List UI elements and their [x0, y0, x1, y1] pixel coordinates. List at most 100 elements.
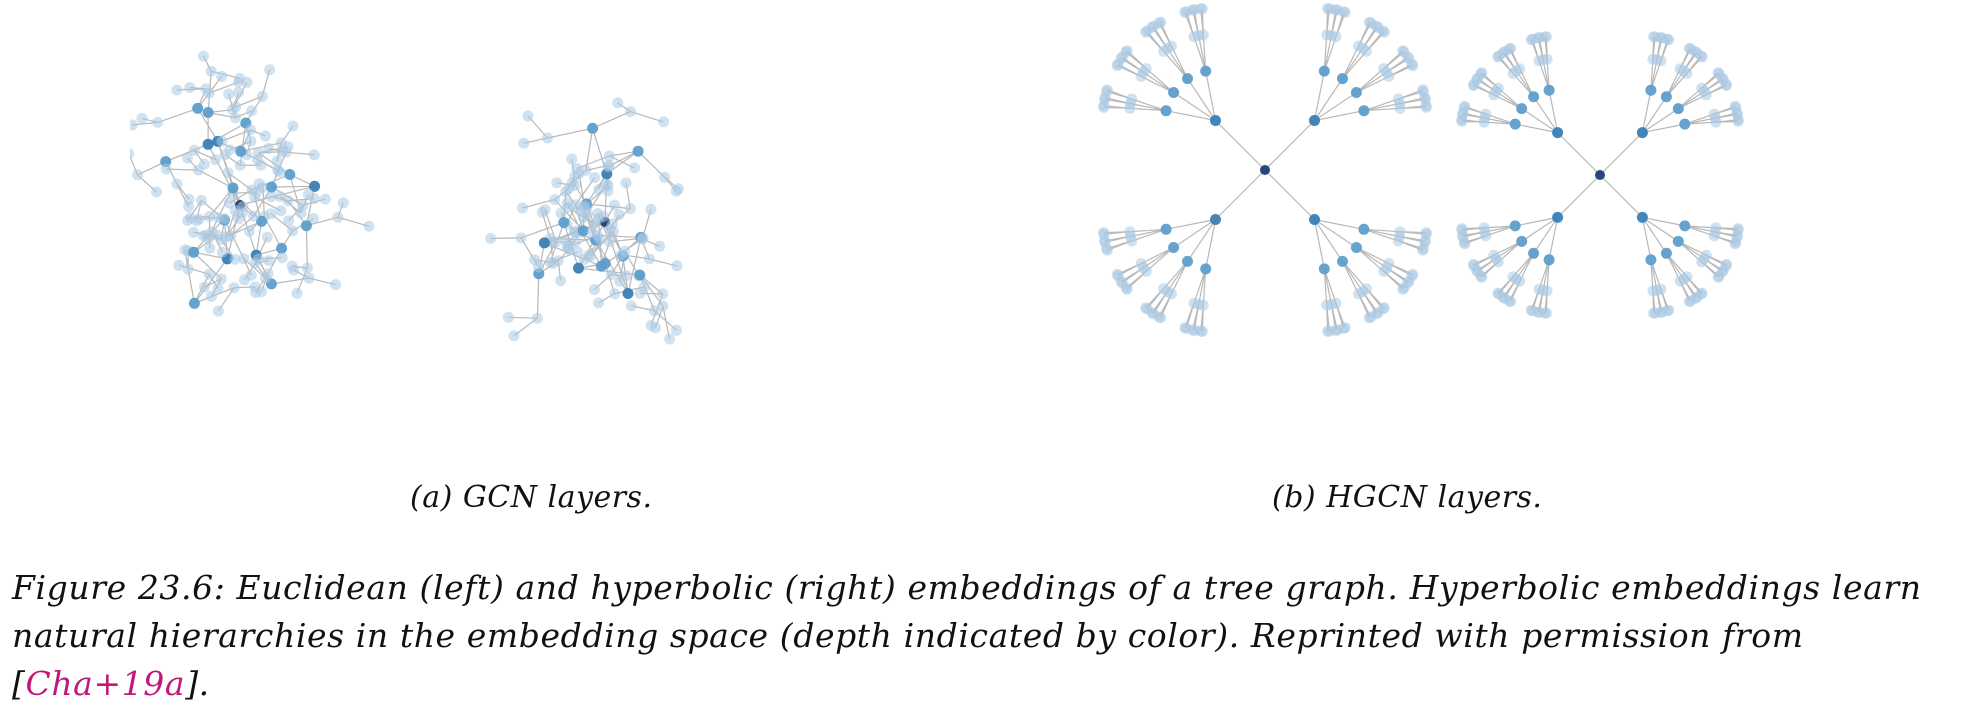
hgcn-b-node-depth-4	[1525, 304, 1537, 316]
gcn-a-node-depth-3	[204, 211, 215, 222]
hgcn-a-node-depth-2	[1182, 73, 1193, 85]
hgcn-a-edge	[1202, 34, 1207, 72]
citation-open: [	[12, 664, 26, 703]
hgcn-b-node-depth-4	[1696, 51, 1708, 63]
gcn-b-node-depth-4	[613, 209, 625, 221]
gcn-a-node-depth-4	[307, 213, 319, 224]
gcn-b-node-depth-2	[634, 269, 646, 281]
hgcn-a-edge	[1173, 92, 1216, 121]
gcn-a-node-depth-4	[246, 105, 258, 117]
gcn-a-node-depth-2	[188, 297, 200, 309]
hgcn-b-edge	[1642, 123, 1685, 134]
gcn-a-node-depth-3	[245, 135, 257, 147]
gcn-b-node-depth-3	[560, 186, 572, 198]
hgcn-a-node-depth-3	[1378, 265, 1390, 277]
gcn-a-node-depth-4	[291, 287, 303, 299]
gcn-a-node-depth-4	[275, 205, 287, 217]
gcn-a-node-depth-2	[227, 182, 239, 194]
hgcn-b-node-depth-2	[1516, 235, 1528, 247]
citation-link[interactable]: Cha+19a	[25, 664, 186, 703]
gcn-b-node-depth-4	[539, 204, 551, 216]
gcn-a-node-depth-4	[243, 225, 255, 237]
hgcn-a-node-depth-3	[1360, 45, 1372, 57]
gcn-b-node-depth-4	[555, 275, 567, 287]
gcn-a-node-depth-3	[238, 253, 250, 265]
gcn-b-node-depth-4	[566, 153, 578, 165]
gcn-a-node-depth-4	[286, 260, 298, 272]
gcn-a-node-depth-3	[188, 144, 200, 156]
gcn-a-node-depth-4	[130, 148, 135, 159]
hgcn-b-edge	[1642, 216, 1679, 242]
hgcn-a-edge	[1323, 34, 1328, 72]
hgcn-a-node-depth-2	[1168, 242, 1180, 253]
hgcn-b-node-depth-2	[1543, 254, 1555, 266]
gcn-b-node-depth-4	[518, 137, 530, 149]
hgcn-a-edge	[1356, 247, 1385, 272]
gcn-a-node-depth-4	[308, 149, 320, 161]
gcn-b-node-depth-4	[561, 197, 573, 209]
hgcn-a-edge	[1145, 247, 1174, 272]
hgcn-a-node-depth-4	[1420, 101, 1432, 113]
hgcn-a-node-depth-3	[1392, 235, 1404, 247]
gcn-a-node-depth-4	[253, 178, 265, 190]
hgcn-a-edge	[1323, 268, 1332, 305]
gcn-b-node-depth-3	[605, 269, 617, 280]
hgcn-a-node-depth-2	[1358, 105, 1370, 117]
hgcn-a-edge	[1131, 98, 1167, 112]
hgcn-a-node-depth-4	[1339, 6, 1351, 18]
gcn-b-edge	[637, 150, 666, 178]
gcn-a-node-depth-4	[302, 188, 314, 200]
hgcn-b-node-depth-2	[1543, 84, 1555, 96]
hgcn-b-node-depth-2	[1672, 103, 1684, 115]
hgcn-b-edge	[1641, 217, 1667, 254]
hgcn-a-node-depth-3	[1330, 31, 1342, 43]
gcn-a-node-depth-3	[203, 268, 215, 280]
gcn-b-node-depth-4	[533, 261, 545, 273]
hgcn-b-node-depth-3	[1480, 108, 1492, 120]
hgcn-a-edge	[1323, 268, 1337, 304]
gcn-a-node-depth-4	[209, 154, 221, 166]
hgcn-b-node-depth-3	[1681, 67, 1693, 79]
hgcn-a-edge	[1130, 103, 1167, 112]
hgcn-a-edge	[1363, 98, 1399, 112]
hgcn-a-edge	[1187, 219, 1216, 262]
hgcn-a-node-depth-4	[1378, 26, 1390, 38]
gcn-b-node-depth-4	[578, 254, 590, 266]
hgcn-b-node-depth-4	[1683, 296, 1695, 308]
gcn-a-node-depth-4	[182, 152, 193, 164]
gcn-a-node-depth-4	[363, 220, 375, 232]
gcn-a-node-depth-4	[249, 281, 261, 293]
gcn-a-node-depth-4	[198, 50, 209, 62]
hgcn-b-edge	[1641, 96, 1667, 133]
hgcn-a-node-depth-1	[1309, 115, 1320, 126]
gcn-a-edge	[305, 225, 308, 269]
hgcn-a-edge	[1363, 107, 1401, 112]
hgcn-a-node-depth-4	[1417, 244, 1429, 256]
hgcn-b-node-depth-3	[1708, 230, 1720, 242]
gcn-b-node-depth-4	[607, 218, 619, 230]
gcn-a-node-depth-4	[233, 86, 244, 98]
hgcn-a-node-depth-3	[1126, 93, 1138, 105]
hgcn-a-edge	[1193, 36, 1207, 72]
hgcn-b-node-depth-4	[1459, 100, 1471, 112]
gcn-a-node-depth-3	[246, 184, 258, 196]
gcn-a-edge	[187, 269, 195, 304]
gcn-b-node-depth-4	[508, 330, 520, 342]
hgcn-a-edge	[1323, 36, 1337, 72]
hgcn-a-edge	[1341, 261, 1360, 295]
hgcn-b-node-depth-2	[1645, 254, 1657, 266]
hgcn-b-node-depth-4	[1729, 238, 1741, 250]
hgcn-a-edge	[1342, 48, 1364, 79]
gcn-a-node-depth-4	[245, 269, 257, 281]
hgcn-a-node-depth-3	[1158, 283, 1170, 295]
gcn-a-node-depth-4	[274, 191, 286, 202]
gcn-a-edge	[193, 258, 228, 304]
gcn-a-node-depth-4	[204, 242, 216, 254]
hgcn-a-edge	[1202, 268, 1207, 306]
gcn-a-node-depth-4	[193, 213, 205, 225]
gcn-b-node-depth-4	[614, 275, 626, 287]
gcn-b-node-depth-4	[620, 177, 632, 189]
hgcn-b-node-depth-3	[1710, 116, 1722, 128]
gcn-b-node-depth-2	[599, 258, 611, 269]
hgcn-a-node-depth-2	[1160, 223, 1172, 235]
